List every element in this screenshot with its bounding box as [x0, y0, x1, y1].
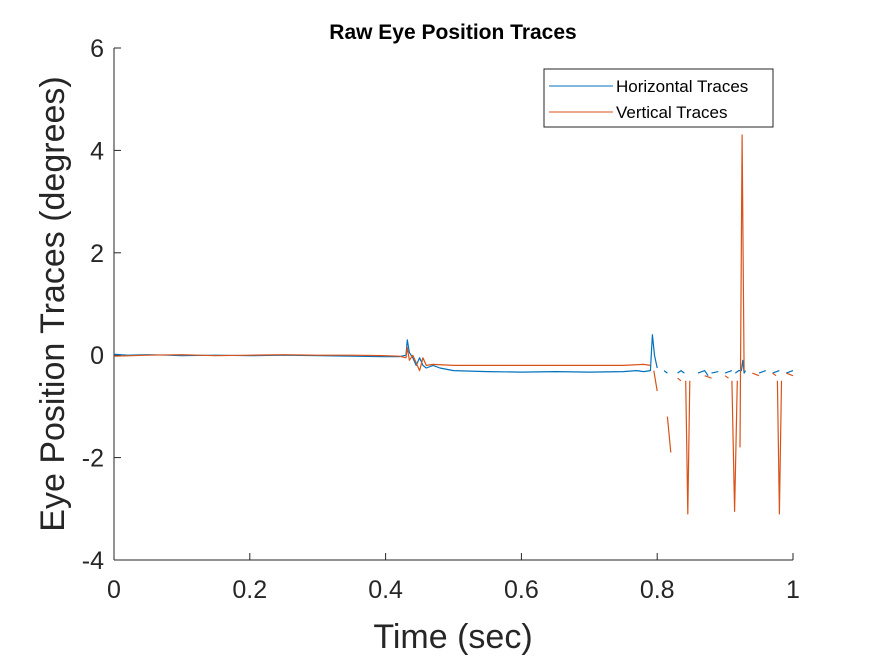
- vertical-trace-segment: [685, 380, 691, 515]
- x-ticks: 0 0.2 0.4 0.6 0.8 1: [107, 553, 800, 604]
- legend-label-vertical: Vertical Traces: [616, 103, 728, 122]
- y-tick-label: 0: [90, 342, 104, 370]
- x-tick-label: 0.8: [640, 576, 675, 604]
- x-tick-label: 1: [786, 576, 800, 604]
- vertical-trace-segment: [785, 372, 794, 377]
- horizontal-trace-segment: [724, 370, 733, 374]
- vertical-trace-segment: [739, 134, 745, 448]
- series-vertical-traces: [113, 134, 794, 515]
- y-tick-label: -4: [82, 547, 104, 575]
- legend-label-horizontal: Horizontal Traces: [616, 77, 748, 96]
- horizontal-trace-segment: [758, 370, 767, 374]
- vertical-trace-segment: [704, 375, 712, 379]
- vertical-trace-segment: [113, 346, 651, 372]
- x-tick-label: 0: [107, 576, 121, 604]
- vertical-trace-segment: [677, 377, 682, 382]
- legend-box: [543, 68, 774, 128]
- vertical-trace-segment: [653, 370, 658, 392]
- horizontal-trace-segment: [734, 359, 747, 374]
- vertical-trace-segment: [724, 375, 729, 379]
- chart-title: Raw Eye Position Traces: [329, 21, 576, 44]
- y-tick-label: -2: [82, 445, 104, 473]
- y-tick-label: 4: [90, 137, 104, 165]
- y-ticks: -4 -2 0 2 4 6: [82, 35, 121, 575]
- y-tick-label: 2: [90, 240, 104, 268]
- horizontal-trace-segment: [697, 370, 709, 377]
- horizontal-trace-segment: [677, 370, 685, 374]
- horizontal-trace-segment: [663, 370, 668, 374]
- series-layer: [113, 134, 794, 515]
- vertical-trace-segment: [772, 372, 777, 377]
- horizontal-trace-segment: [785, 370, 794, 374]
- horizontal-trace-segment: [711, 371, 719, 374]
- vertical-trace-segment: [666, 416, 672, 453]
- vertical-trace-segment: [776, 380, 783, 515]
- y-tick-label: 6: [90, 35, 104, 63]
- horizontal-trace-segment: [772, 370, 780, 374]
- x-tick-label: 0.6: [504, 576, 539, 604]
- horizontal-trace-segment: [113, 334, 658, 373]
- x-axis-label: Time (sec): [373, 618, 532, 656]
- vertical-trace-segment: [731, 380, 738, 512]
- x-tick-label: 0.2: [232, 576, 267, 604]
- x-tick-label: 0.4: [368, 576, 403, 604]
- legend: Horizontal Traces Vertical Traces: [543, 68, 774, 128]
- vertical-trace-segment: [752, 372, 760, 377]
- plot-area: -4 -2 0 2 4 6 0 0.2 0.4 0.6 0.8 1: [82, 35, 800, 604]
- y-axis-label: Eye Position Traces (degrees): [34, 76, 72, 531]
